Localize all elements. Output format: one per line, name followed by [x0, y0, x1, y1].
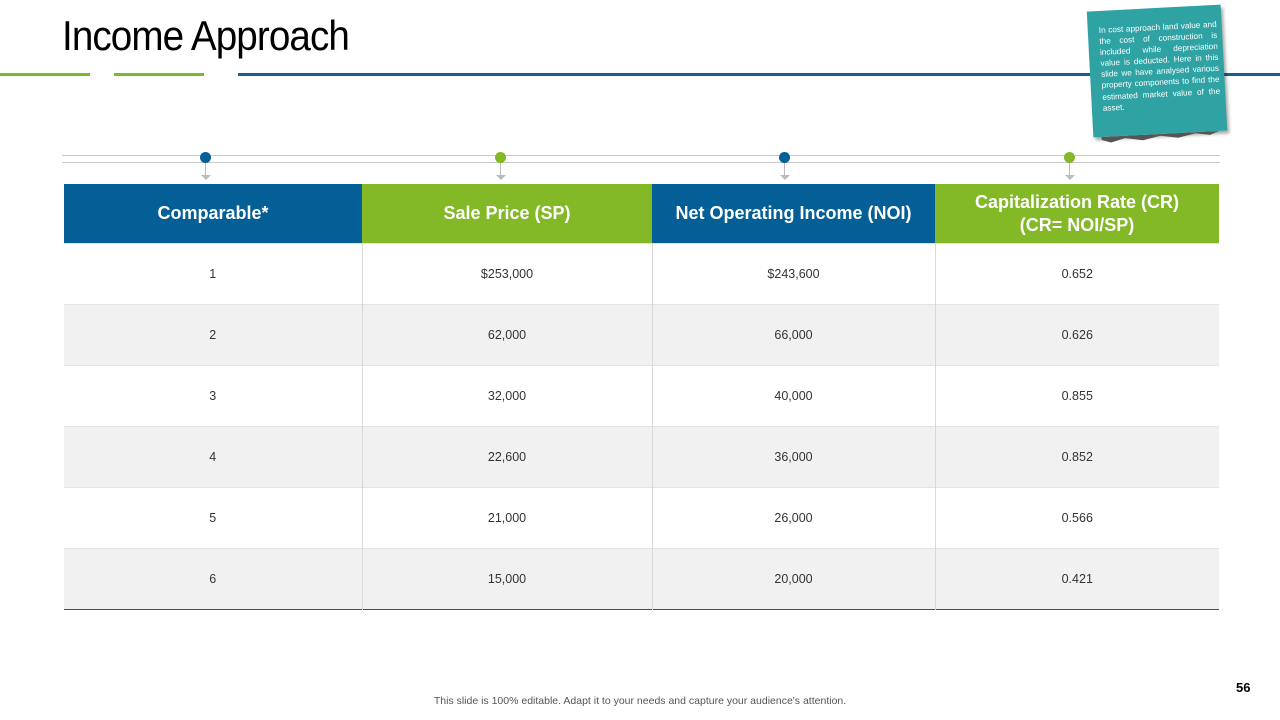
sticky-note-text: In cost approach land value and the cost… [1098, 19, 1221, 113]
connector-pin [779, 152, 791, 182]
title-rule-blue [238, 73, 1280, 76]
header-sale-price: Sale Price (SP) [362, 184, 652, 244]
cell-cap-rate: 0.626 [934, 304, 1219, 366]
connector-pin [200, 152, 212, 182]
table-row: 6 15,000 20,000 0.421 [64, 548, 1219, 610]
sticky-note: In cost approach land value and the cost… [1086, 4, 1228, 138]
cell-comparable: 1 [64, 243, 363, 305]
cell-cap-rate: 0.855 [934, 365, 1219, 427]
title-rule-green-right [114, 73, 204, 76]
sticky-note-shadow [1101, 131, 1219, 143]
footer-note: This slide is 100% editable. Adapt it to… [433, 695, 847, 707]
pin-dot-icon [1064, 152, 1075, 163]
header-cap-rate: Capitalization Rate (CR) (CR= NOI/SP) [935, 184, 1219, 244]
cell-noi: 26,000 [651, 487, 936, 549]
header-noi: Net Operating Income (NOI) [652, 184, 935, 244]
cell-comparable: 6 [64, 548, 363, 610]
table-row: 2 62,000 66,000 0.626 [64, 304, 1219, 366]
table-row: 1 $253,000 $243,600 0.652 [64, 243, 1219, 305]
title-rule-green-left [0, 73, 90, 76]
cell-comparable: 4 [64, 426, 363, 488]
connector-line [62, 155, 1220, 163]
arrow-down-icon [201, 175, 211, 180]
cell-cap-rate: 0.652 [934, 243, 1219, 305]
cell-noi: 20,000 [651, 548, 936, 610]
cell-comparable: 5 [64, 487, 363, 549]
income-approach-table: Comparable* Sale Price (SP) Net Operatin… [64, 184, 1219, 610]
arrow-down-icon [780, 175, 790, 180]
cell-sale-price: 21,000 [361, 487, 653, 549]
pin-dot-icon [200, 152, 211, 163]
table-row: 5 21,000 26,000 0.566 [64, 487, 1219, 549]
table-header-row: Comparable* Sale Price (SP) Net Operatin… [64, 184, 1219, 244]
cell-cap-rate: 0.852 [934, 426, 1219, 488]
cell-noi: 40,000 [651, 365, 936, 427]
cell-comparable: 2 [64, 304, 363, 366]
pin-dot-icon [495, 152, 506, 163]
connector-pin [1064, 152, 1076, 182]
slide-title: Income Approach [62, 12, 350, 59]
connector-pin [495, 152, 507, 182]
cell-cap-rate: 0.421 [934, 548, 1219, 610]
arrow-down-icon [1065, 175, 1075, 180]
table-row: 3 32,000 40,000 0.855 [64, 365, 1219, 427]
cell-sale-price: $253,000 [361, 243, 653, 305]
cell-sale-price: 32,000 [361, 365, 653, 427]
pin-dot-icon [779, 152, 790, 163]
header-comparable: Comparable* [64, 184, 362, 244]
cell-comparable: 3 [64, 365, 363, 427]
cell-noi: 66,000 [651, 304, 936, 366]
arrow-down-icon [496, 175, 506, 180]
cell-sale-price: 22,600 [361, 426, 653, 488]
table-row: 4 22,600 36,000 0.852 [64, 426, 1219, 488]
cell-sale-price: 62,000 [361, 304, 653, 366]
cell-noi: $243,600 [651, 243, 936, 305]
page-number: 56 [1236, 680, 1251, 695]
cell-noi: 36,000 [651, 426, 936, 488]
cell-cap-rate: 0.566 [934, 487, 1219, 549]
cell-sale-price: 15,000 [361, 548, 653, 610]
